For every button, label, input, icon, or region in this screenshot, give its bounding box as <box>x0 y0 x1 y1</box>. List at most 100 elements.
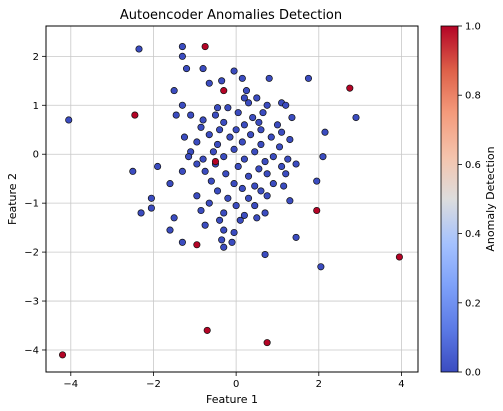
normal-point <box>230 228 238 237</box>
y-tick-label: 1 <box>33 101 39 112</box>
y-tick-label: −3 <box>24 297 39 308</box>
normal-point <box>273 121 282 129</box>
x-tick-label: −4 <box>63 379 78 390</box>
normal-point <box>238 184 246 193</box>
normal-point <box>261 250 269 259</box>
normal-point <box>129 167 137 175</box>
normal-point <box>263 192 271 200</box>
normal-point <box>257 126 265 134</box>
normal-point <box>199 65 207 73</box>
normal-point <box>240 94 248 102</box>
normal-point <box>172 111 180 119</box>
normal-point <box>313 177 321 185</box>
normal-point <box>226 133 234 141</box>
x-tick-label: 4 <box>398 379 404 390</box>
normal-point <box>317 263 325 271</box>
normal-point <box>263 170 271 178</box>
anomaly-point <box>346 84 354 92</box>
normal-point <box>259 109 267 117</box>
normal-point <box>261 158 269 166</box>
normal-point <box>199 116 207 124</box>
normal-point <box>261 209 269 217</box>
normal-point <box>251 148 259 156</box>
normal-point <box>166 226 174 234</box>
normal-point <box>240 211 248 219</box>
colorbar-ticks: 0.0 0.2 0.4 0.6 0.8 1.0 <box>458 22 481 379</box>
normal-point <box>147 194 155 202</box>
chart-title: Autoencoder Anomalies Detection <box>120 8 342 23</box>
normal-point <box>251 182 259 190</box>
normal-point <box>288 113 296 122</box>
normal-point <box>154 162 162 171</box>
anomaly-point <box>211 158 220 166</box>
normal-point <box>213 104 222 112</box>
normal-point <box>220 118 228 126</box>
normal-point <box>178 52 186 60</box>
y-tick-label: 2 <box>33 52 39 63</box>
normal-point <box>216 216 224 224</box>
normal-point <box>278 128 286 136</box>
normal-point <box>255 165 263 173</box>
normal-point <box>292 233 300 241</box>
anomaly-point <box>263 339 271 347</box>
normal-point <box>201 167 209 175</box>
normal-point <box>319 153 327 161</box>
normal-point <box>304 74 313 82</box>
colorbar-label: Anomaly Detection <box>484 146 497 251</box>
normal-point <box>180 133 189 141</box>
normal-point <box>321 128 329 136</box>
normal-point <box>257 140 265 148</box>
normal-point <box>187 111 195 119</box>
y-tick-label: −2 <box>24 248 39 259</box>
normal-point <box>211 111 220 119</box>
normal-point <box>286 135 294 144</box>
x-tick-label: −2 <box>146 379 161 390</box>
normal-point <box>278 162 286 171</box>
normal-point <box>216 126 224 134</box>
normal-point <box>222 170 230 178</box>
normal-point <box>178 101 186 109</box>
normal-point <box>265 74 273 82</box>
normal-point <box>240 121 248 129</box>
anomaly-point <box>203 326 211 334</box>
normal-point <box>220 243 228 251</box>
normal-point <box>205 131 213 139</box>
normal-point <box>253 94 261 102</box>
normal-point <box>182 65 191 73</box>
normal-point <box>230 67 238 75</box>
y-tick-label: −1 <box>24 199 39 210</box>
normal-point <box>284 155 292 163</box>
normal-point <box>135 45 143 53</box>
colorbar <box>440 25 459 373</box>
colorbar-tick-label: 0.0 <box>465 368 481 379</box>
data-points <box>58 43 403 359</box>
anomaly-point <box>58 351 67 359</box>
normal-point <box>170 87 178 95</box>
normal-point <box>178 167 186 175</box>
normal-point <box>269 153 277 161</box>
normal-point <box>236 216 244 224</box>
normal-point <box>234 162 242 171</box>
normal-point <box>255 118 263 126</box>
normal-point <box>213 187 222 195</box>
normal-point <box>213 140 222 148</box>
normal-point <box>201 221 209 229</box>
normal-point <box>178 43 186 51</box>
x-tick-label: 0 <box>233 379 239 390</box>
normal-point <box>137 209 145 217</box>
normal-point <box>65 116 73 124</box>
normal-point <box>251 202 259 210</box>
normal-point <box>230 180 238 188</box>
normal-point <box>275 143 284 151</box>
normal-point <box>247 131 255 139</box>
normal-point <box>197 206 205 215</box>
plot-frame <box>45 25 419 373</box>
normal-point <box>166 180 174 188</box>
colorbar-tick-label: 0.4 <box>465 229 481 240</box>
normal-point <box>197 123 205 131</box>
normal-point <box>224 194 232 202</box>
normal-point <box>218 236 226 244</box>
normal-point <box>244 99 253 107</box>
